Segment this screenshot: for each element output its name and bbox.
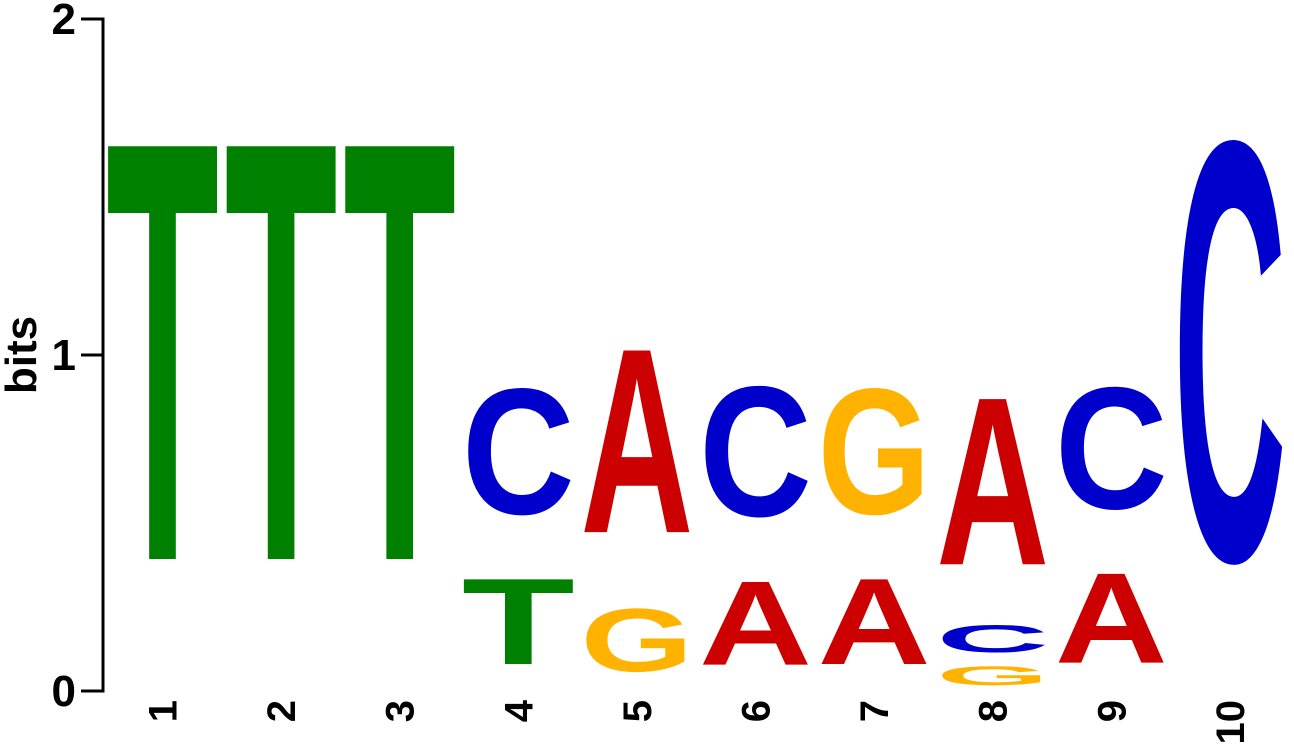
logo-letter-T-pos-1: T: [106, 17, 219, 687]
logo-letter-A-pos-7: A: [818, 553, 931, 690]
logo-letter-A-pos-5: A: [580, 294, 693, 588]
logo-letter-T-pos-4: T: [462, 554, 575, 691]
x-tick-label: 9: [1090, 700, 1134, 722]
y-tick-label: 1: [52, 331, 76, 380]
x-tick-label: 4: [497, 699, 541, 722]
logo-letter-C-pos-4: C: [462, 350, 575, 552]
y-tick-label: 0: [52, 667, 76, 716]
logo-letter-G-pos-8: G: [936, 661, 1049, 691]
x-tick-label: 7: [853, 700, 897, 722]
x-tick-label: 2: [260, 700, 304, 722]
y-axis-label: bits: [0, 316, 46, 394]
x-tick-label: 8: [972, 700, 1016, 722]
x-tick-label: 5: [616, 700, 660, 722]
x-tick-label: 10: [1209, 700, 1253, 745]
logo-letter-C-pos-8: C: [936, 617, 1049, 660]
x-tick-label: 1: [142, 700, 186, 722]
logo-letter-T-pos-3: T: [343, 17, 456, 687]
x-axis-tick-labels: 1 2 3 4 5 6 7 8 9 10: [142, 699, 1253, 744]
x-tick-label: 6: [735, 700, 779, 722]
logo-letter-C-pos-9: C: [1055, 352, 1168, 547]
logo-letter-C-pos-6: C: [699, 348, 812, 556]
logo-letter-G-pos-5: G: [580, 590, 693, 691]
y-tick-label: 2: [52, 0, 76, 44]
logo-letter-G-pos-7: G: [818, 351, 931, 552]
y-axis: 0 1 2: [52, 0, 105, 716]
x-tick-label: 3: [379, 700, 423, 722]
logo-letter-A-pos-9: A: [1055, 547, 1168, 691]
logo-letter-T-pos-2: T: [225, 17, 338, 687]
logo-letter-C-pos-10: C: [1173, 16, 1286, 687]
logo-letter-A-pos-6: A: [699, 556, 812, 690]
logo-letter-A-pos-8: A: [936, 347, 1049, 615]
